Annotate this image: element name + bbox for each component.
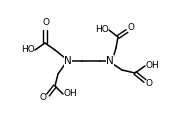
Text: O: O: [128, 24, 135, 32]
Text: O: O: [43, 18, 50, 27]
Text: O: O: [146, 80, 153, 88]
Text: N: N: [64, 56, 72, 66]
Text: OH: OH: [145, 61, 159, 71]
Text: OH: OH: [63, 90, 77, 98]
Text: HO: HO: [95, 25, 109, 35]
Text: O: O: [40, 93, 47, 102]
Text: HO: HO: [21, 46, 35, 55]
Text: N: N: [106, 56, 114, 66]
